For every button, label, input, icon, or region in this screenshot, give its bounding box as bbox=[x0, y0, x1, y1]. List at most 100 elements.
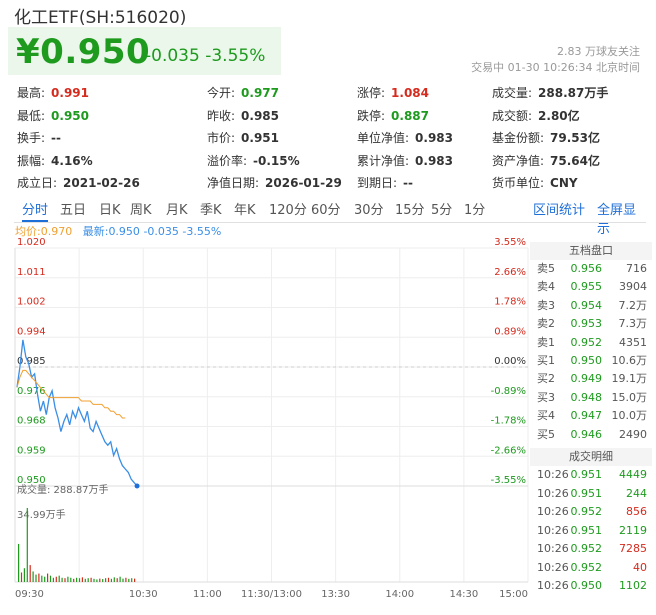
volume-bar bbox=[55, 576, 57, 582]
info-value: 288.87万手 bbox=[538, 86, 609, 100]
volume-bar bbox=[58, 575, 60, 582]
volume-bar bbox=[113, 577, 115, 582]
volume-bar bbox=[107, 577, 110, 582]
trade-volume: 4449 bbox=[619, 467, 647, 481]
volume-bar bbox=[81, 577, 83, 582]
info-cell: 成交额: 2.80亿 bbox=[492, 107, 580, 124]
pct-tick-label: 2.66% bbox=[494, 267, 526, 278]
y-tick-label: 0.985 bbox=[17, 356, 46, 367]
info-label: 最高: bbox=[17, 86, 46, 100]
avg-price-line bbox=[16, 369, 126, 419]
tab-period[interactable]: 日K bbox=[99, 203, 121, 218]
order-level-label: 卖3 bbox=[537, 298, 555, 312]
order-price: 0.949 bbox=[570, 372, 603, 386]
tab-period[interactable]: 周K bbox=[130, 203, 152, 218]
info-value: 0.985 bbox=[241, 108, 280, 123]
x-tick-label: 15:00 bbox=[499, 589, 528, 600]
trade-price: 0.952 bbox=[570, 542, 603, 556]
pct-tick-label: -3.55% bbox=[491, 475, 526, 486]
trade-time: 10:26 bbox=[537, 523, 569, 537]
info-label: 到期日: bbox=[357, 176, 398, 190]
order-book-row: 卖4 0.955 3904 bbox=[530, 278, 652, 296]
info-value: 0.951 bbox=[241, 131, 280, 145]
tab-period[interactable]: 120分 bbox=[269, 203, 307, 218]
trade-price: 0.952 bbox=[570, 560, 603, 574]
price-panel: ¥0.950 -0.035 -3.55% bbox=[8, 27, 281, 75]
tab-period[interactable]: 月K bbox=[166, 203, 188, 218]
trade-volume: 2119 bbox=[619, 523, 647, 537]
trade-volume: 7285 bbox=[619, 542, 647, 556]
tab-period[interactable]: 5分 bbox=[431, 203, 453, 218]
range-stats-button[interactable]: 区间统计 bbox=[533, 203, 586, 218]
order-level-label: 卖2 bbox=[537, 317, 555, 331]
info-cell: 换手: -- bbox=[17, 129, 61, 146]
y-tick-label: 1.020 bbox=[17, 237, 46, 248]
order-price: 0.953 bbox=[570, 317, 603, 331]
tab-period[interactable]: 五日 bbox=[60, 203, 87, 218]
intraday-chart[interactable]: 1.020 3.55% 1.011 2.66% 1.002 1.78% 0.994 0.89%… bbox=[0, 235, 530, 615]
x-tick-label: 11:00 bbox=[193, 589, 222, 600]
fullscreen-button[interactable]: 全屏显示 bbox=[597, 203, 637, 237]
page-title: 化工ETF(SH:516020) bbox=[14, 8, 187, 28]
tab-period[interactable]: 年K bbox=[234, 203, 256, 218]
info-cell: 货币单位: CNY bbox=[492, 174, 578, 191]
info-label: 净值日期: bbox=[207, 176, 260, 190]
info-label: 涨停: bbox=[357, 86, 386, 100]
tab-period[interactable]: 1分 bbox=[464, 203, 486, 218]
info-label: 基金份额: bbox=[492, 131, 545, 145]
trade-price: 0.951 bbox=[570, 523, 603, 537]
info-value: 0.950 bbox=[51, 108, 90, 123]
tab-period[interactable]: 30分 bbox=[354, 203, 384, 218]
info-value: 2026-01-29 bbox=[265, 176, 342, 190]
trade-price: 0.951 bbox=[570, 486, 603, 500]
tab-period[interactable]: 分时 bbox=[22, 199, 49, 222]
order-level-label: 买1 bbox=[537, 353, 555, 367]
trade-row: 10:26 0.950 1102 bbox=[530, 577, 652, 596]
trade-price: 0.952 bbox=[570, 505, 603, 519]
trade-time: 10:26 bbox=[537, 486, 569, 500]
volume-bar bbox=[110, 578, 112, 582]
order-book-row: 买1 0.950 10.6万 bbox=[530, 352, 652, 370]
tab-period[interactable]: 季K bbox=[200, 203, 222, 218]
info-value: 2021-02-26 bbox=[63, 176, 140, 190]
x-tick-label: 14:00 bbox=[385, 589, 414, 600]
trade-volume: 856 bbox=[626, 505, 647, 519]
trade-volume: 1102 bbox=[619, 579, 647, 593]
volume-bar bbox=[125, 577, 127, 582]
trade-row: 10:26 0.951 2119 bbox=[530, 522, 652, 541]
order-volume: 7.2万 bbox=[618, 298, 648, 312]
info-value: 4.16% bbox=[51, 153, 93, 168]
info-cell: 成立日: 2021-02-26 bbox=[17, 174, 140, 191]
order-price: 0.946 bbox=[570, 427, 603, 441]
trade-status: 交易中 01-30 10:26:34 北京时间 bbox=[471, 61, 640, 74]
info-value: 0.983 bbox=[415, 153, 454, 168]
volume-bar bbox=[49, 575, 52, 582]
y-tick-label: 0.959 bbox=[17, 445, 46, 456]
info-label: 累计净值: bbox=[357, 153, 410, 168]
volume-bar bbox=[73, 578, 75, 582]
avg-price-value: 0.970 bbox=[40, 225, 73, 238]
latest-price-dot bbox=[134, 483, 140, 489]
info-cell: 振幅: 4.16% bbox=[17, 152, 93, 169]
y-tick-label: 0.950 bbox=[17, 475, 46, 486]
tab-period[interactable]: 60分 bbox=[311, 203, 341, 218]
pct-tick-label: 1.78% bbox=[494, 297, 526, 308]
info-value: 75.64亿 bbox=[550, 153, 601, 168]
order-book-row: 卖3 0.954 7.2万 bbox=[530, 297, 652, 315]
volume-bar bbox=[96, 579, 98, 582]
info-value: CNY bbox=[550, 176, 578, 190]
pct-tick-label: 0.89% bbox=[494, 326, 526, 337]
current-price: ¥0.950 bbox=[16, 32, 151, 72]
order-volume: 716 bbox=[626, 262, 647, 275]
volume-bar bbox=[76, 577, 78, 582]
info-value: -0.15% bbox=[253, 153, 300, 168]
volume-bar bbox=[105, 578, 107, 582]
info-label: 货币单位: bbox=[492, 176, 545, 190]
info-label: 振幅: bbox=[17, 153, 46, 168]
trade-row: 10:26 0.951 244 bbox=[530, 485, 652, 504]
tab-period[interactable]: 15分 bbox=[395, 203, 425, 218]
pct-tick-label: -0.89% bbox=[491, 386, 526, 397]
order-volume: 19.1万 bbox=[611, 372, 648, 386]
trade-volume: 244 bbox=[626, 486, 647, 500]
pct-tick-label: -1.78% bbox=[491, 416, 526, 427]
